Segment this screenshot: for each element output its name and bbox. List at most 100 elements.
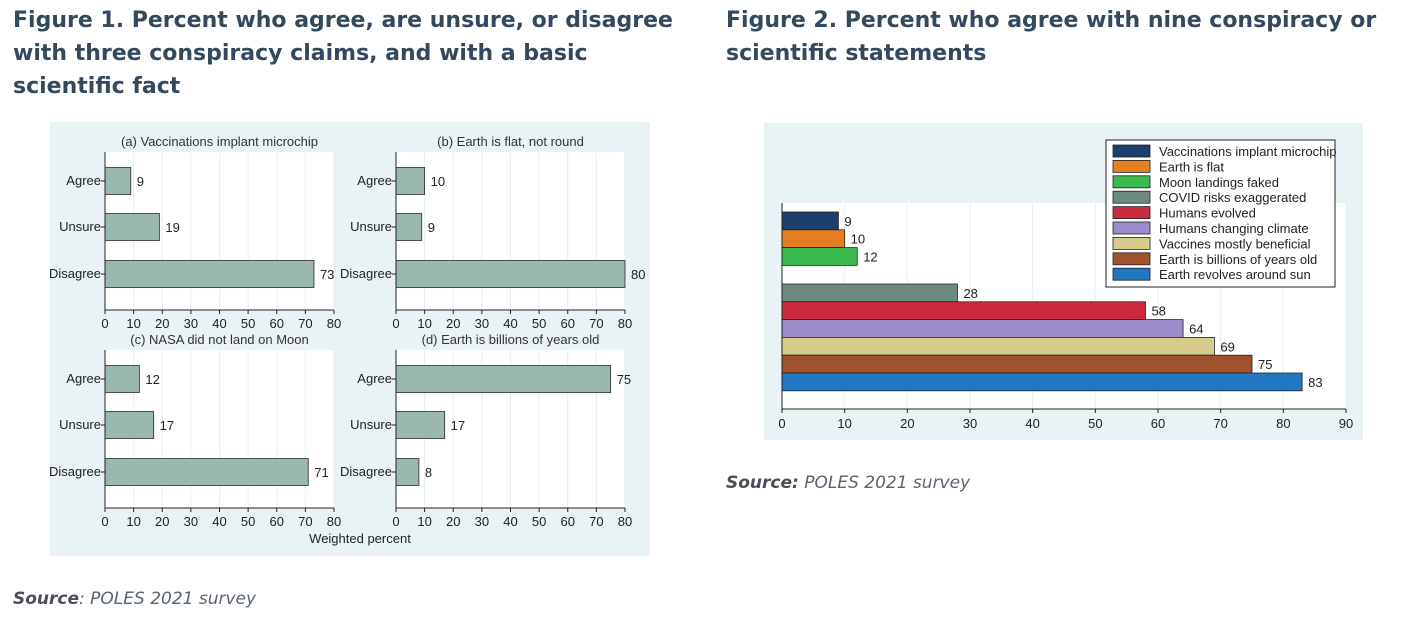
data-label: 9 bbox=[844, 214, 851, 229]
bar bbox=[104, 213, 160, 241]
data-label: 75 bbox=[617, 372, 631, 387]
x-tick-label: 60 bbox=[561, 316, 575, 331]
source-text: : POLES 2021 survey bbox=[79, 589, 257, 609]
x-tick-label: 30 bbox=[184, 316, 198, 331]
x-tick-label: 50 bbox=[1088, 416, 1102, 431]
bar bbox=[781, 336, 1215, 356]
data-label: 12 bbox=[863, 250, 877, 265]
legend-entry: Earth is flat bbox=[1159, 159, 1224, 174]
bar bbox=[781, 319, 1184, 338]
legend-entry: Humans changing climate bbox=[1159, 221, 1309, 236]
bar bbox=[104, 260, 315, 288]
x-tick-label: 60 bbox=[270, 514, 284, 529]
bar bbox=[395, 167, 426, 195]
data-label: 17 bbox=[160, 418, 174, 433]
x-axis-label: Weighted percent bbox=[309, 531, 411, 546]
legend-swatch bbox=[1112, 175, 1151, 189]
legend-entry: COVID risks exaggerated bbox=[1159, 190, 1306, 205]
x-tick-label: 30 bbox=[475, 316, 489, 331]
data-label: 10 bbox=[851, 232, 865, 247]
x-tick-label: 0 bbox=[392, 514, 399, 529]
category-label: Disagree bbox=[50, 266, 101, 281]
legend-swatch bbox=[1112, 190, 1151, 204]
subplot-title: (d) Earth is billions of years old bbox=[422, 332, 600, 347]
subplot-c: (c) NASA did not land on Moon Agree 12 Unsu… bbox=[49, 332, 341, 529]
category-label: Disagree bbox=[340, 266, 392, 281]
legend-swatch bbox=[1112, 267, 1151, 281]
bar bbox=[781, 301, 1146, 321]
data-label: 8 bbox=[425, 465, 432, 480]
bar bbox=[781, 229, 846, 249]
x-tick-label: 0 bbox=[101, 514, 108, 529]
data-label: 64 bbox=[1189, 322, 1203, 337]
source-label: Source: bbox=[726, 473, 799, 493]
data-label: 80 bbox=[631, 267, 645, 282]
bar bbox=[395, 365, 612, 393]
subplot-title: (c) NASA did not land on Moon bbox=[130, 332, 309, 347]
x-tick-label: 40 bbox=[212, 514, 226, 529]
subplot-b: (b) Earth is flat, not round Agree 10 Unsur… bbox=[340, 134, 646, 331]
data-label: 17 bbox=[451, 418, 465, 433]
figure-1-source: Source: POLES 2021 survey bbox=[13, 589, 256, 609]
x-tick-label: 30 bbox=[475, 514, 489, 529]
source-text: POLES 2021 survey bbox=[798, 473, 971, 493]
x-tick-label: 40 bbox=[212, 316, 226, 331]
bar bbox=[104, 365, 140, 393]
figure-1-svg: (a) Vaccinations implant microchip Agree 9… bbox=[49, 134, 646, 546]
legend-swatch bbox=[1112, 160, 1151, 173]
category-label: Agree bbox=[357, 371, 392, 386]
legend-entry: Vaccinations implant microchip bbox=[1159, 144, 1337, 159]
bar bbox=[781, 247, 858, 266]
category-label: Agree bbox=[357, 173, 392, 188]
legend-swatch bbox=[1112, 221, 1151, 235]
category-label: Unsure bbox=[350, 219, 392, 234]
x-tick-label: 30 bbox=[963, 416, 977, 431]
bar bbox=[104, 167, 132, 195]
x-tick-label: 0 bbox=[392, 316, 399, 331]
bar bbox=[395, 411, 446, 439]
data-label: 75 bbox=[1258, 357, 1272, 372]
x-tick-label: 10 bbox=[837, 416, 851, 431]
legend-swatch bbox=[1112, 237, 1151, 250]
x-tick-label: 70 bbox=[589, 316, 603, 331]
x-tick-label: 60 bbox=[561, 514, 575, 529]
data-label: 69 bbox=[1220, 339, 1234, 354]
bar bbox=[395, 458, 420, 486]
x-tick-label: 40 bbox=[1025, 416, 1039, 431]
data-label: 9 bbox=[137, 174, 144, 189]
x-tick-label: 30 bbox=[184, 514, 198, 529]
legend-entry: Earth is billions of years old bbox=[1159, 252, 1317, 267]
data-label: 71 bbox=[314, 465, 328, 480]
x-tick-label: 50 bbox=[532, 514, 546, 529]
figure-2-title: Figure 2. Percent who agree with nine co… bbox=[726, 8, 1377, 66]
bar bbox=[395, 260, 626, 288]
x-tick-label: 0 bbox=[778, 416, 785, 431]
data-label: 58 bbox=[1151, 304, 1165, 319]
legend-entry: Humans evolved bbox=[1159, 206, 1256, 221]
figure-1-chart: (a) Vaccinations implant microchip Agree 9… bbox=[49, 122, 650, 556]
category-label: Unsure bbox=[59, 219, 101, 234]
x-tick-label: 70 bbox=[298, 514, 312, 529]
x-tick-label: 70 bbox=[1213, 416, 1227, 431]
figure-2-chart: 9 10 12 28 58 64 69 75 83 0 10 20 30 40 50 60 70 80 90 Vacc… bbox=[764, 123, 1363, 440]
category-label: Disagree bbox=[340, 464, 392, 479]
bar bbox=[781, 372, 1303, 392]
subplot-a: (a) Vaccinations implant microchip Agree 9… bbox=[49, 134, 341, 331]
source-label: Source bbox=[13, 589, 80, 609]
data-label: 9 bbox=[428, 220, 435, 235]
x-tick-label: 70 bbox=[298, 316, 312, 331]
bar bbox=[104, 458, 309, 486]
bar bbox=[781, 283, 958, 303]
x-tick-label: 10 bbox=[126, 316, 140, 331]
legend-entry: Earth revolves around sun bbox=[1159, 267, 1311, 282]
category-label: Unsure bbox=[59, 417, 101, 432]
x-tick-label: 20 bbox=[155, 514, 169, 529]
category-label: Disagree bbox=[50, 464, 101, 479]
data-label: 12 bbox=[145, 372, 159, 387]
subplot-title: (a) Vaccinations implant microchip bbox=[121, 134, 318, 149]
x-tick-label: 90 bbox=[1339, 416, 1353, 431]
x-tick-label: 20 bbox=[446, 514, 460, 529]
category-label: Agree bbox=[66, 371, 101, 386]
